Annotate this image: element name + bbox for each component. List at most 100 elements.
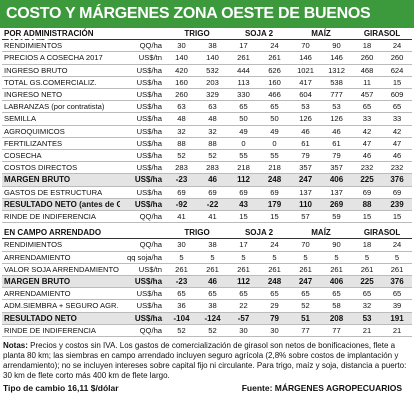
- value: 30: [166, 39, 198, 53]
- unit: US$/ha: [120, 287, 167, 301]
- value: 5: [290, 251, 322, 264]
- value: 261: [290, 263, 322, 277]
- value: 18: [352, 39, 383, 53]
- unit: US$/ha: [120, 312, 167, 325]
- value: 65: [352, 287, 383, 301]
- row-label: RESULTADO NETO (antes de Gan.): [2, 198, 120, 212]
- value: 160: [166, 76, 198, 90]
- value: 5: [352, 251, 383, 264]
- row-label: LABRANZAS (por contratista): [2, 100, 120, 114]
- unit: US$/ha: [120, 149, 167, 163]
- value: 46: [197, 173, 229, 187]
- table-row: COSECHA US$/ha 52 52 55 55 79 79 46 46: [2, 149, 413, 163]
- value: 21: [352, 324, 383, 338]
- table-row: RENDIMIENTOS QQ/ha 30 38 17 24 70 90 18 24: [2, 238, 413, 252]
- value: 260: [352, 51, 383, 65]
- row-label: FERTILIZANTES: [2, 137, 120, 151]
- value: 39: [382, 299, 413, 313]
- value: 32: [197, 125, 229, 138]
- value: 457: [352, 88, 383, 102]
- value: 203: [197, 76, 229, 90]
- value: 110: [290, 198, 322, 212]
- value: 79: [321, 149, 353, 163]
- unit: US$/ha: [120, 88, 167, 102]
- row-label: RINDE DE INDIFERENCIA: [2, 324, 120, 338]
- value: 11: [352, 76, 383, 90]
- notes: Notas: Precios y costos sin IVA. Los gas…: [3, 341, 411, 381]
- table-row: PRECIOS A COSECHA 2017 US$/tn 140 140 261 261…: [2, 51, 413, 65]
- value: 38: [197, 39, 229, 53]
- value: 140: [197, 51, 229, 65]
- table-row: AGROQUIMICOS US$/ha 32 32 49 49 46 46 42 42: [2, 125, 413, 138]
- unit: US$/ha: [120, 64, 167, 77]
- value: 137: [290, 186, 322, 199]
- value: 52: [166, 149, 198, 163]
- value: 51: [290, 312, 322, 325]
- value: 46: [352, 149, 383, 163]
- value: 53: [290, 100, 322, 114]
- value: 30: [228, 324, 260, 338]
- value: 53: [321, 100, 353, 114]
- value: 261: [228, 263, 260, 277]
- header-row: POR ADMINISTRACIÓN TRIGO SOJA 2 MAÍZ GIRASOL: [2, 28, 413, 41]
- unit: US$/tn: [120, 51, 167, 65]
- value: 126: [321, 112, 353, 126]
- row-label: INGRESO BRUTO: [2, 64, 120, 77]
- value: 65: [259, 100, 291, 114]
- value: 63: [197, 100, 229, 114]
- value: 69: [166, 186, 198, 199]
- value: 330: [228, 88, 260, 102]
- value: 232: [352, 161, 383, 175]
- value: 5: [321, 251, 353, 264]
- notes-text: Precios y costos sin IVA. Los gastos de …: [3, 341, 407, 381]
- value: 146: [290, 51, 322, 65]
- crop-header: GIRASOL: [352, 227, 413, 240]
- table-row: RINDE DE INDIFERENCIA QQ/ha 41 41 15 15 57 59 15…: [2, 210, 413, 224]
- value: 146: [321, 51, 353, 65]
- value: 47: [352, 137, 383, 151]
- value: 33: [352, 112, 383, 126]
- value: 218: [228, 161, 260, 175]
- unit: qq soja/ha: [120, 251, 167, 264]
- value: 22: [228, 299, 260, 313]
- value: 53: [352, 312, 383, 325]
- value: 261: [228, 51, 260, 65]
- unit: US$/ha: [120, 100, 167, 114]
- value: 52: [166, 324, 198, 338]
- value: 58: [321, 299, 353, 313]
- value: 65: [290, 287, 322, 301]
- row-label: MARGEN BRUTO: [2, 275, 120, 289]
- value: 283: [197, 161, 229, 175]
- value: 33: [382, 112, 413, 126]
- row-label: RESULTADO NETO: [2, 312, 120, 325]
- footer: Tipo de cambio 16,11 $/dólar Fuente: MÁRG…: [3, 383, 402, 393]
- table-row: TOTAL GS.COMERCIALIZ. US$/ha 160 203 113 160 4…: [2, 76, 413, 90]
- row-label: RINDE DE INDIFERENCIA: [2, 210, 120, 224]
- value: 38: [197, 238, 229, 252]
- value: 538: [321, 76, 353, 90]
- table-row: LABRANZAS (por contratista) US$/ha 63 63 65 6…: [2, 100, 413, 114]
- value: 77: [321, 324, 353, 338]
- unit: US$/ha: [120, 299, 167, 313]
- value: 38: [197, 299, 229, 313]
- value: 59: [321, 210, 353, 224]
- value: 69: [352, 186, 383, 199]
- value: 5: [228, 251, 260, 264]
- value: 137: [321, 186, 353, 199]
- value: 191: [382, 312, 413, 325]
- value: 57: [290, 210, 322, 224]
- value: 65: [228, 287, 260, 301]
- value: 24: [382, 238, 413, 252]
- value: 63: [166, 100, 198, 114]
- value: 46: [290, 125, 322, 138]
- row-label: VALOR SOJA ARRENDAMIENTO: [2, 263, 120, 277]
- value: 29: [259, 299, 291, 313]
- crop-header: MAÍZ: [290, 227, 353, 240]
- value: 406: [321, 173, 353, 187]
- value: -23: [166, 173, 198, 187]
- row-label: COSECHA: [2, 149, 120, 163]
- value: 79: [259, 312, 291, 325]
- value: 357: [321, 161, 353, 175]
- value: 468: [352, 64, 383, 77]
- value: 444: [228, 64, 260, 77]
